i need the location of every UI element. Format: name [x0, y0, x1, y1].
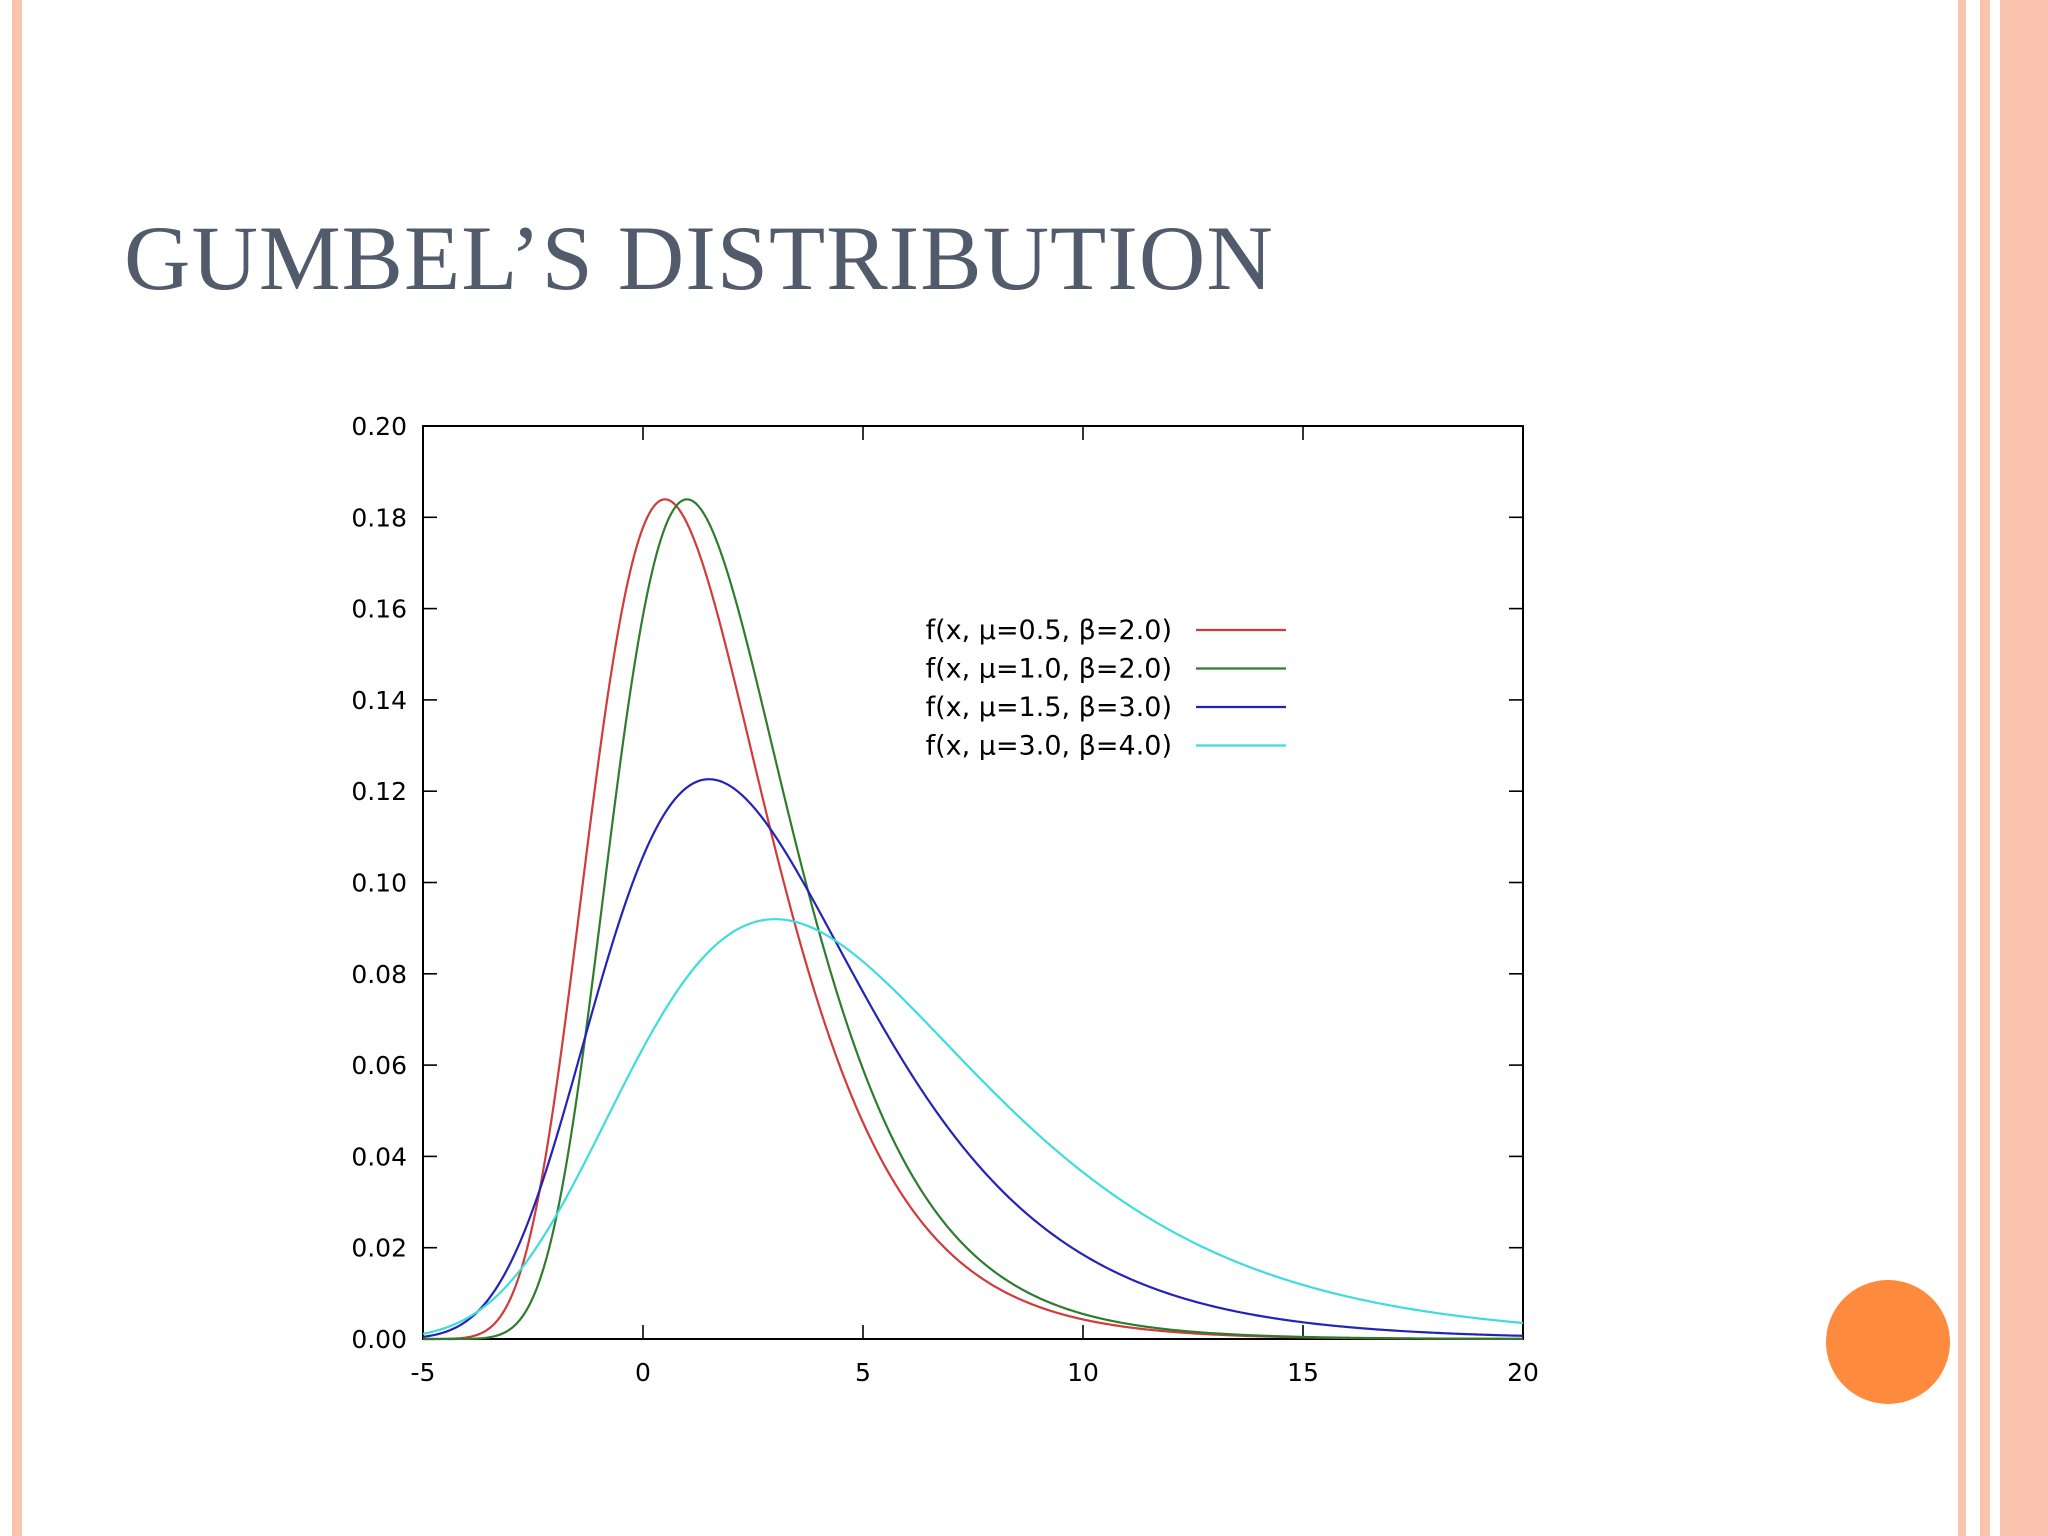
y-tick-label: 0.10 [351, 869, 407, 898]
series-line-2 [423, 498, 1524, 1341]
curves [422, 498, 1524, 1341]
series-line-3 [422, 778, 1524, 1338]
right-stripe-1 [1958, 0, 1966, 1536]
legend-label-3: f(x, μ=1.5, β=3.0) [926, 692, 1172, 723]
x-tick-label: 10 [1067, 1358, 1099, 1387]
slide-title: GUMBEL’S DISTRIBUTION [124, 207, 1274, 309]
x-tick-label: 5 [855, 1358, 871, 1387]
x-tick-label: 20 [1507, 1358, 1539, 1387]
legend: f(x, μ=0.5, β=2.0) f(x, μ=1.0, β=2.0) f(x,… [926, 615, 1286, 762]
y-tick-label: 0.00 [351, 1325, 407, 1354]
accent-circle [1826, 1280, 1950, 1404]
y-tick-label: 0.20 [351, 412, 407, 441]
y-tick-label: 0.02 [351, 1234, 407, 1263]
right-stripe-3 [2000, 0, 2048, 1536]
series-line-4 [422, 918, 1524, 1335]
y-tick-label: 0.16 [351, 595, 407, 624]
y-tick-label: 0.12 [351, 777, 407, 806]
right-stripe-2 [1980, 0, 1990, 1536]
y-tick-label: 0.06 [351, 1051, 407, 1080]
y-tick-label: 0.14 [351, 686, 407, 715]
x-tick-label: 0 [635, 1358, 651, 1387]
y-tick-label: 0.18 [351, 503, 407, 532]
y-tick-label: 0.04 [351, 1142, 407, 1171]
x-tick-label: 15 [1287, 1358, 1319, 1387]
axes: -5 0 5 10 15 20 0.00 0.02 0.04 0.06 0.08 0.10 0.12 0.… [351, 412, 1539, 1387]
plot-frame [422, 425, 1524, 1340]
y-tick-label: 0.08 [351, 960, 407, 989]
legend-label-4: f(x, μ=3.0, β=4.0) [926, 731, 1172, 762]
left-stripe [12, 0, 22, 1536]
legend-label-2: f(x, μ=1.0, β=2.0) [926, 654, 1172, 685]
legend-label-1: f(x, μ=0.5, β=2.0) [926, 615, 1172, 646]
chart-svg: -5 0 5 10 15 20 0.00 0.02 0.04 0.06 0.08 0.10 0.12 0.… [351, 412, 1539, 1387]
x-tick-label: -5 [411, 1358, 436, 1387]
chart: -5 0 5 10 15 20 0.00 0.02 0.04 0.06 0.08 0.10 0.12 0.… [330, 405, 1560, 1410]
